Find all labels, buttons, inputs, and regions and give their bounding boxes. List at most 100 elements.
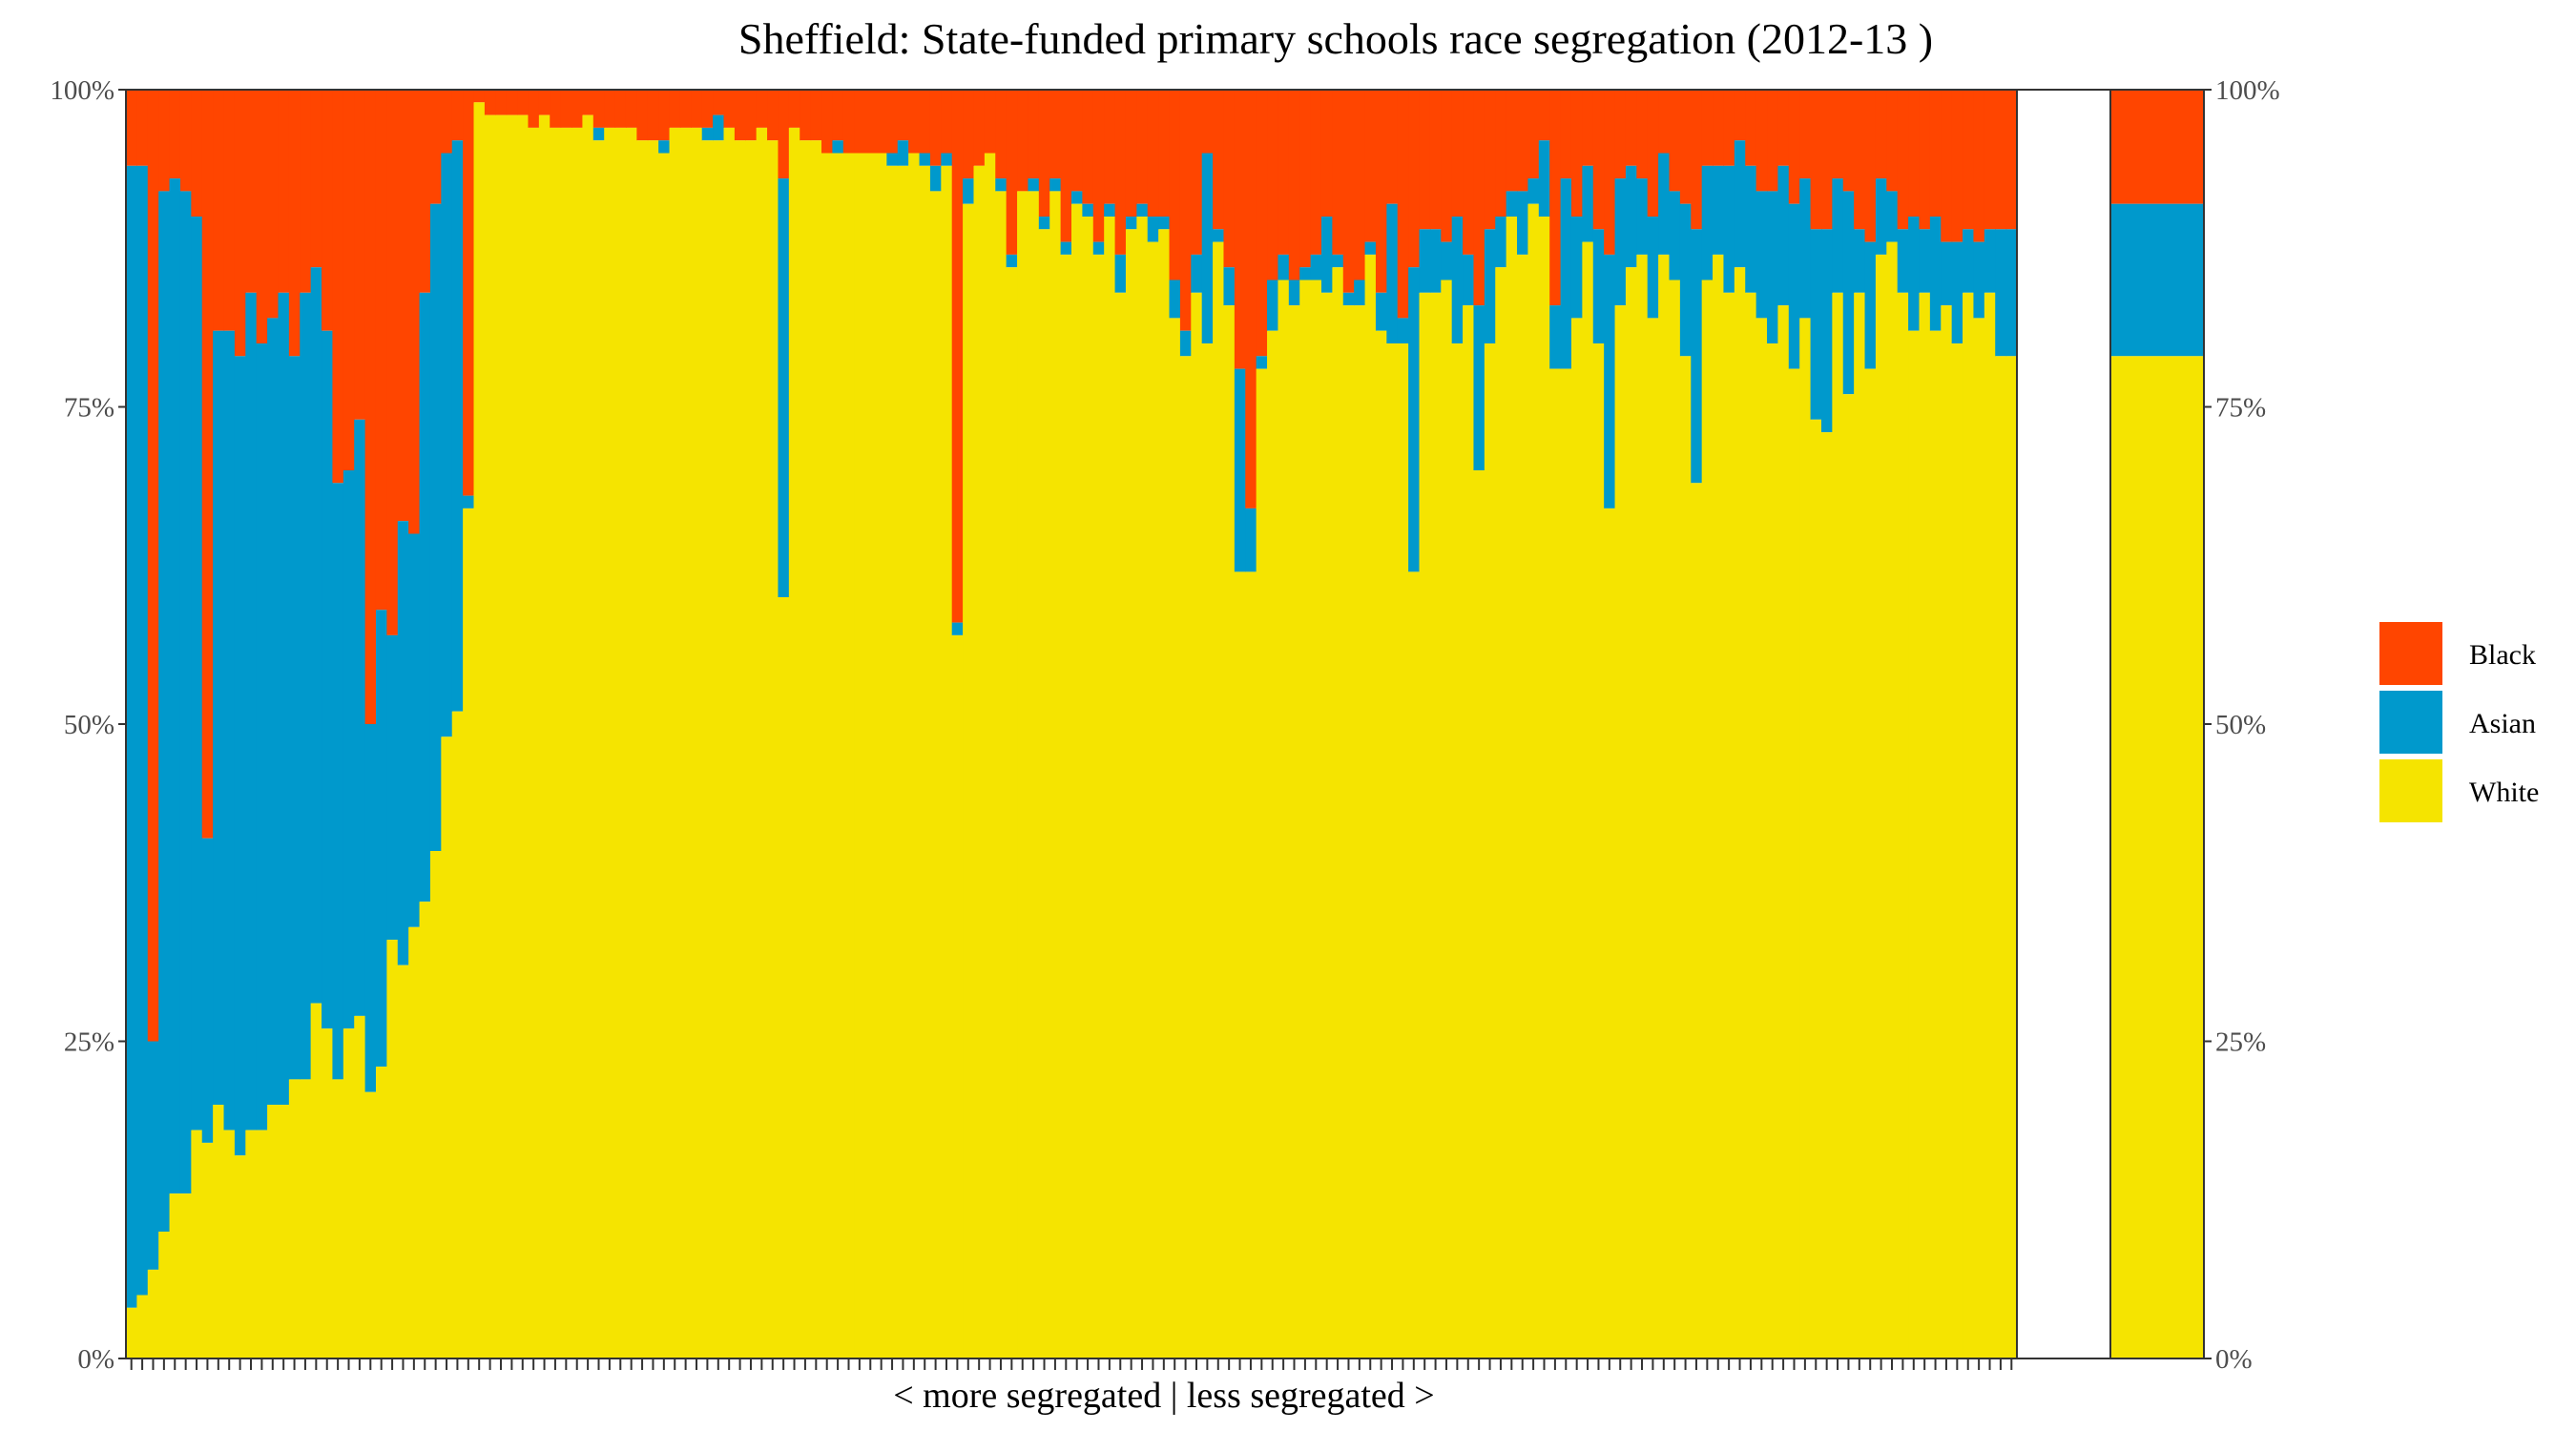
bar-white xyxy=(1788,368,1800,1359)
bar-black xyxy=(1669,90,1681,192)
bar-asian xyxy=(419,292,431,902)
bar-asian xyxy=(1799,178,1812,319)
bar-asian xyxy=(191,217,203,1130)
bar-black xyxy=(1929,90,1942,217)
bar-asian xyxy=(1886,191,1899,242)
bar-black xyxy=(1745,90,1757,166)
bar-white xyxy=(506,114,518,1359)
bar-asian xyxy=(1191,254,1203,293)
bar-white xyxy=(1267,330,1279,1359)
bar-asian xyxy=(1060,241,1072,255)
bar-white xyxy=(571,127,584,1358)
bar-white xyxy=(1919,292,1931,1358)
bar-black xyxy=(1158,90,1171,217)
bar-black xyxy=(495,90,508,115)
bar-white xyxy=(1929,330,1942,1359)
bar-white xyxy=(1463,305,1475,1359)
bar-asian xyxy=(1973,241,1985,319)
bar-black xyxy=(322,90,334,331)
bar-white xyxy=(550,127,562,1358)
bar-white xyxy=(560,127,572,1358)
bar-white xyxy=(941,165,953,1358)
bar-asian xyxy=(1560,178,1572,369)
bar-black xyxy=(1560,90,1572,179)
bar-asian xyxy=(1125,217,1137,230)
bar-white xyxy=(1136,217,1149,1358)
bar-white xyxy=(1984,292,1996,1358)
bar-black xyxy=(1342,90,1355,293)
bar-black xyxy=(1463,90,1475,255)
bar-asian xyxy=(408,533,421,927)
bar-black xyxy=(1310,90,1322,255)
bar-black xyxy=(1941,90,1953,242)
bar-white xyxy=(1234,571,1246,1358)
bar-black xyxy=(1592,90,1605,230)
bar-asian xyxy=(179,191,192,1194)
bar-black xyxy=(408,90,421,534)
bar-white xyxy=(375,1067,387,1358)
bar-black xyxy=(1799,90,1812,179)
bar-white xyxy=(179,1193,192,1358)
bar-asian xyxy=(963,178,975,204)
bar-white xyxy=(1104,217,1116,1358)
bar-black xyxy=(1691,90,1703,230)
bar-asian xyxy=(941,153,953,166)
bar-white xyxy=(614,127,627,1358)
bar-black xyxy=(1908,90,1921,217)
bar-black xyxy=(332,90,344,484)
bar-black xyxy=(875,90,887,154)
bar-asian xyxy=(1201,153,1214,343)
bar-black xyxy=(1169,90,1181,280)
bar-black xyxy=(1451,90,1464,217)
bar-black xyxy=(451,90,464,141)
bar-white xyxy=(1691,483,1703,1358)
bar-black xyxy=(1842,90,1855,192)
bar-asian xyxy=(1114,254,1127,293)
bar-black xyxy=(778,90,790,179)
bar-white xyxy=(1223,305,1236,1359)
bar-white xyxy=(517,114,530,1359)
bar-black xyxy=(1397,90,1409,319)
bar-white xyxy=(538,114,551,1359)
bar-black xyxy=(1973,90,1985,242)
bar-asian xyxy=(897,140,909,166)
bar-black xyxy=(1658,90,1671,154)
legend: Black Asian White xyxy=(2379,622,2539,822)
bar-black xyxy=(1223,90,1236,268)
bar-white xyxy=(484,114,496,1359)
bar-white xyxy=(1386,343,1399,1358)
bar-white xyxy=(2005,356,2018,1358)
bar-black xyxy=(1104,90,1116,204)
bar-white xyxy=(397,964,409,1358)
bar-black xyxy=(126,90,137,166)
bar-white xyxy=(713,140,725,1359)
bar-asian xyxy=(300,292,312,1080)
bar-white xyxy=(1734,267,1746,1359)
bar-white xyxy=(169,1193,181,1358)
bar-asian xyxy=(1691,229,1703,484)
bar-asian xyxy=(136,165,149,1296)
bar-white xyxy=(288,1079,301,1358)
bar-black xyxy=(1408,90,1421,268)
bar-black xyxy=(647,90,659,141)
bar-asian xyxy=(1734,140,1746,268)
bar-white xyxy=(973,165,986,1358)
bar-white xyxy=(1745,292,1757,1358)
bar-asian xyxy=(451,140,464,712)
bar-black xyxy=(343,90,355,470)
bar-asian xyxy=(1669,191,1681,280)
bar-asian xyxy=(1527,178,1540,204)
bar-white xyxy=(1191,292,1203,1358)
bar-black xyxy=(1701,90,1714,166)
bar-black xyxy=(179,90,192,192)
bar-asian xyxy=(1842,191,1855,395)
summary-asian xyxy=(2110,203,2204,357)
bar-black xyxy=(1354,90,1366,280)
bar-white xyxy=(1320,292,1333,1358)
bar-black xyxy=(375,90,387,611)
bar-white xyxy=(1549,368,1562,1359)
bar-black xyxy=(614,90,627,128)
bar-white xyxy=(767,140,779,1359)
y-tick-label-right: 75% xyxy=(2215,393,2266,424)
bar-black xyxy=(1919,90,1931,230)
